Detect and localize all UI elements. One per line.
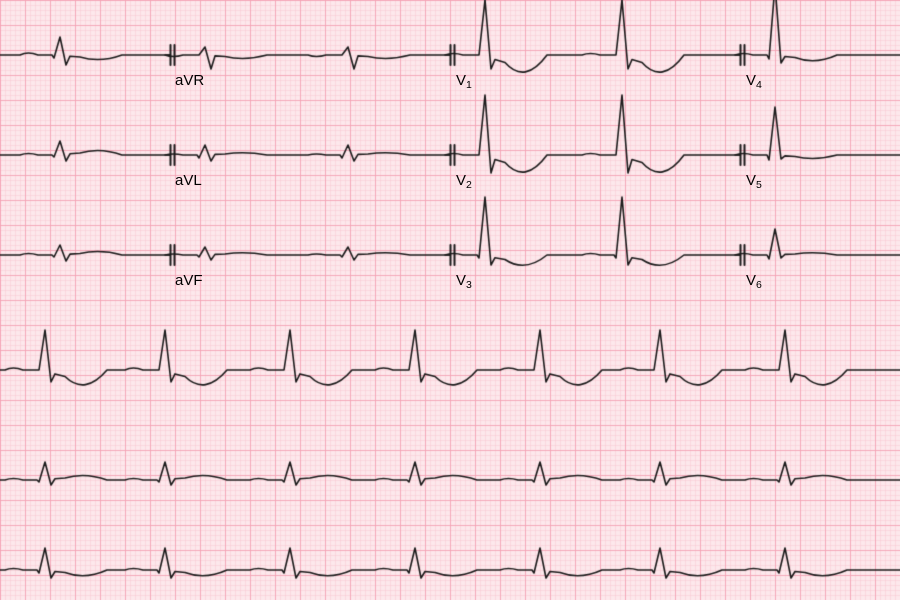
lead-label-V: V4 xyxy=(746,72,762,89)
lead-label-aVR: aVR xyxy=(175,72,204,89)
lead-label-V: V6 xyxy=(746,272,762,289)
ecg-chart: aVR V1 V4 aVL V2 V5 aVF V3 V6 xyxy=(0,0,900,600)
lead-label-V: V5 xyxy=(746,172,762,189)
lead-label-V: V1 xyxy=(456,72,472,89)
ecg-canvas xyxy=(0,0,900,600)
lead-label-aVL: aVL xyxy=(175,172,202,189)
lead-label-V: V2 xyxy=(456,172,472,189)
lead-label-V: V3 xyxy=(456,272,472,289)
lead-label-aVF: aVF xyxy=(175,272,203,289)
